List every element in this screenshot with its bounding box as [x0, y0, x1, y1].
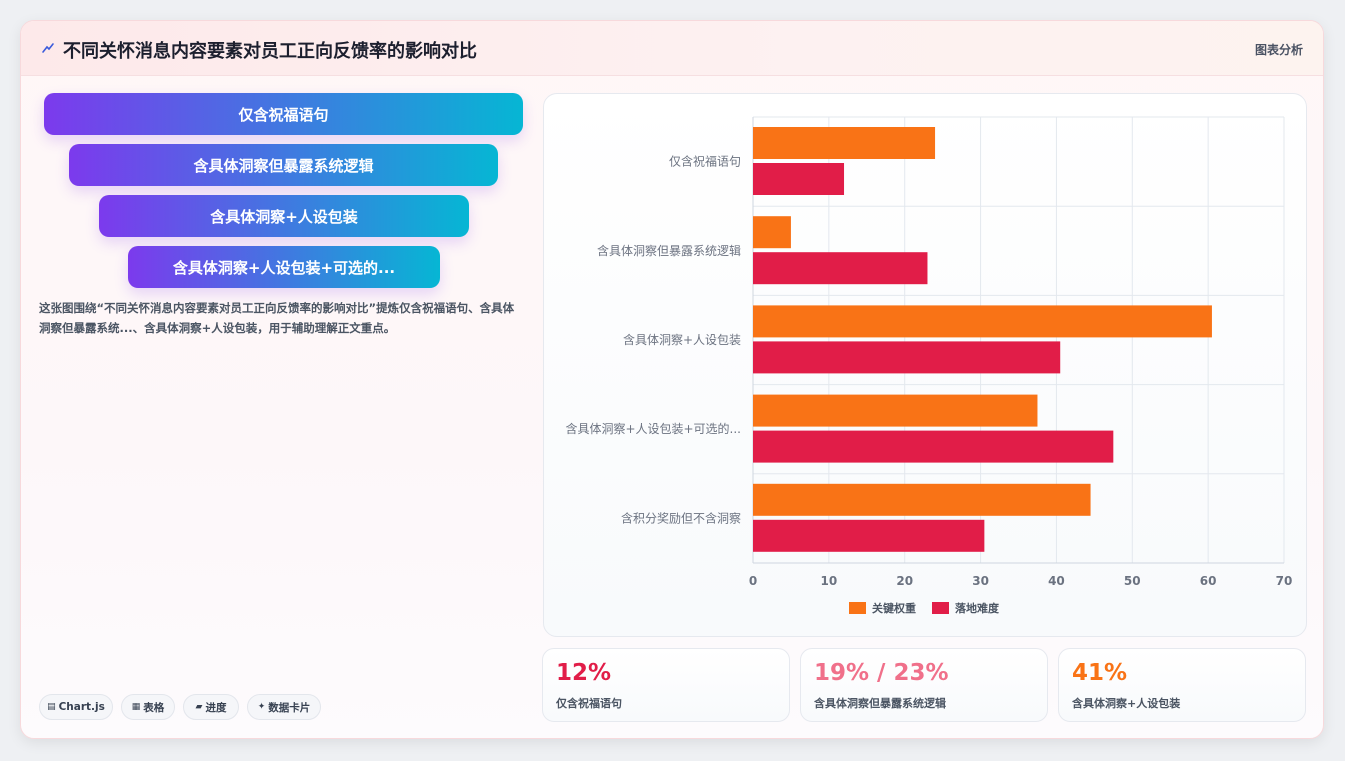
- bar-weight: [753, 127, 936, 159]
- trend-icon: [42, 43, 54, 53]
- chip-label: Chart.js: [58, 701, 105, 713]
- x-tick-label: 30: [972, 574, 989, 588]
- funnel-step-label: 仅含祝福语句: [238, 105, 329, 124]
- legend-label: 落地难度: [955, 601, 1000, 615]
- page-title: 不同关怀消息内容要素对员工正向反馈率的影响对比: [63, 41, 477, 62]
- y-tick-label: 含积分奖励但不含洞察: [621, 510, 741, 525]
- kpi-label: 含具体洞察+人设包装: [1072, 697, 1181, 710]
- bar-difficulty: [753, 341, 1061, 374]
- header-bar: 不同关怀消息内容要素对员工正向反馈率的影响对比 图表分析: [21, 21, 1323, 76]
- kpi-label: 含具体洞察但暴露系统逻辑: [814, 697, 946, 710]
- x-tick-label: 20: [896, 574, 913, 588]
- x-tick-label: 50: [1124, 574, 1141, 588]
- y-tick-label: 含具体洞察+人设包装+可选的...: [565, 421, 741, 436]
- x-tick-label: 10: [821, 574, 838, 588]
- x-tick-label: 70: [1276, 574, 1293, 588]
- funnel-step-1[interactable]: 仅含祝福语句: [44, 93, 523, 135]
- bar-weight: [753, 483, 1091, 516]
- funnel-step-2[interactable]: 含具体洞察但暴露系统逻辑: [69, 144, 498, 186]
- legend-swatch: [849, 602, 866, 614]
- main-card: 不同关怀消息内容要素对员工正向反馈率的影响对比 图表分析 仅含祝福语句 含具体洞…: [20, 20, 1324, 739]
- chart-analysis-tag: 图表分析: [1254, 43, 1303, 57]
- legend-label: 关键权重: [872, 601, 916, 615]
- x-tick-label: 0: [749, 574, 757, 588]
- y-tick-label: 仅含祝福语句: [669, 154, 741, 169]
- y-tick-label: 含具体洞察+人设包装: [623, 332, 741, 347]
- chart-description: 这张图围绕“不同关怀消息内容要素对员工正向反馈率的影响对比”提炼仅含祝福语句、含…: [39, 301, 515, 335]
- chip-label: 数据卡片: [268, 701, 311, 714]
- chip-table[interactable]: ▦ 表格: [121, 694, 175, 720]
- kpi-card-3: 41% 含具体洞察+人设包装: [1058, 648, 1306, 722]
- x-tick-label: 60: [1200, 574, 1217, 588]
- kpi-card-2: 19% / 23% 含具体洞察但暴露系统逻辑: [800, 648, 1048, 722]
- bar-weight: [753, 305, 1212, 338]
- funnel-step-3[interactable]: 含具体洞察+人设包装: [99, 195, 469, 237]
- legend-swatch: [932, 602, 949, 614]
- chip-data-card[interactable]: ✦ 数据卡片: [247, 694, 321, 720]
- y-tick-label: 含具体洞察但暴露系统逻辑: [597, 243, 741, 258]
- bar-difficulty: [753, 519, 985, 552]
- funnel-step-label: 含具体洞察但暴露系统逻辑: [193, 156, 374, 175]
- funnel-step-label: 含具体洞察+人设包装+可选的...: [172, 258, 396, 277]
- chip-label: 进度: [205, 701, 227, 714]
- progress-icon: ▰: [195, 702, 203, 712]
- chart-panel: 仅含祝福语句含具体洞察但暴露系统逻辑含具体洞察+人设包装含具体洞察+人设包装+可…: [543, 93, 1307, 637]
- bar-weight: [753, 216, 791, 249]
- x-tick-label: 40: [1048, 574, 1065, 588]
- bar-difficulty: [753, 163, 845, 195]
- chip-progress[interactable]: ▰ 进度: [183, 694, 239, 720]
- kpi-value: 12%: [556, 660, 612, 686]
- chip-chartjs[interactable]: ▤ Chart.js: [39, 694, 113, 720]
- chip-label: 表格: [143, 701, 165, 714]
- kpi-card-1: 12% 仅含祝福语句: [542, 648, 790, 722]
- funnel-step-4[interactable]: 含具体洞察+人设包装+可选的...: [128, 246, 440, 288]
- kpi-value: 19% / 23%: [814, 660, 949, 686]
- kpi-label: 仅含祝福语句: [556, 697, 622, 710]
- kpi-value: 41%: [1072, 660, 1128, 686]
- bar-difficulty: [753, 430, 1114, 463]
- bar-chart: 仅含祝福语句含具体洞察但暴露系统逻辑含具体洞察+人设包装含具体洞察+人设包装+可…: [565, 116, 1293, 615]
- sparkle-icon: ✦: [257, 702, 266, 712]
- chart-icon: ▤: [47, 702, 56, 712]
- bar-difficulty: [753, 252, 928, 285]
- table-icon: ▦: [131, 702, 141, 712]
- funnel-step-label: 含具体洞察+人设包装: [210, 207, 358, 226]
- bar-weight: [753, 394, 1038, 427]
